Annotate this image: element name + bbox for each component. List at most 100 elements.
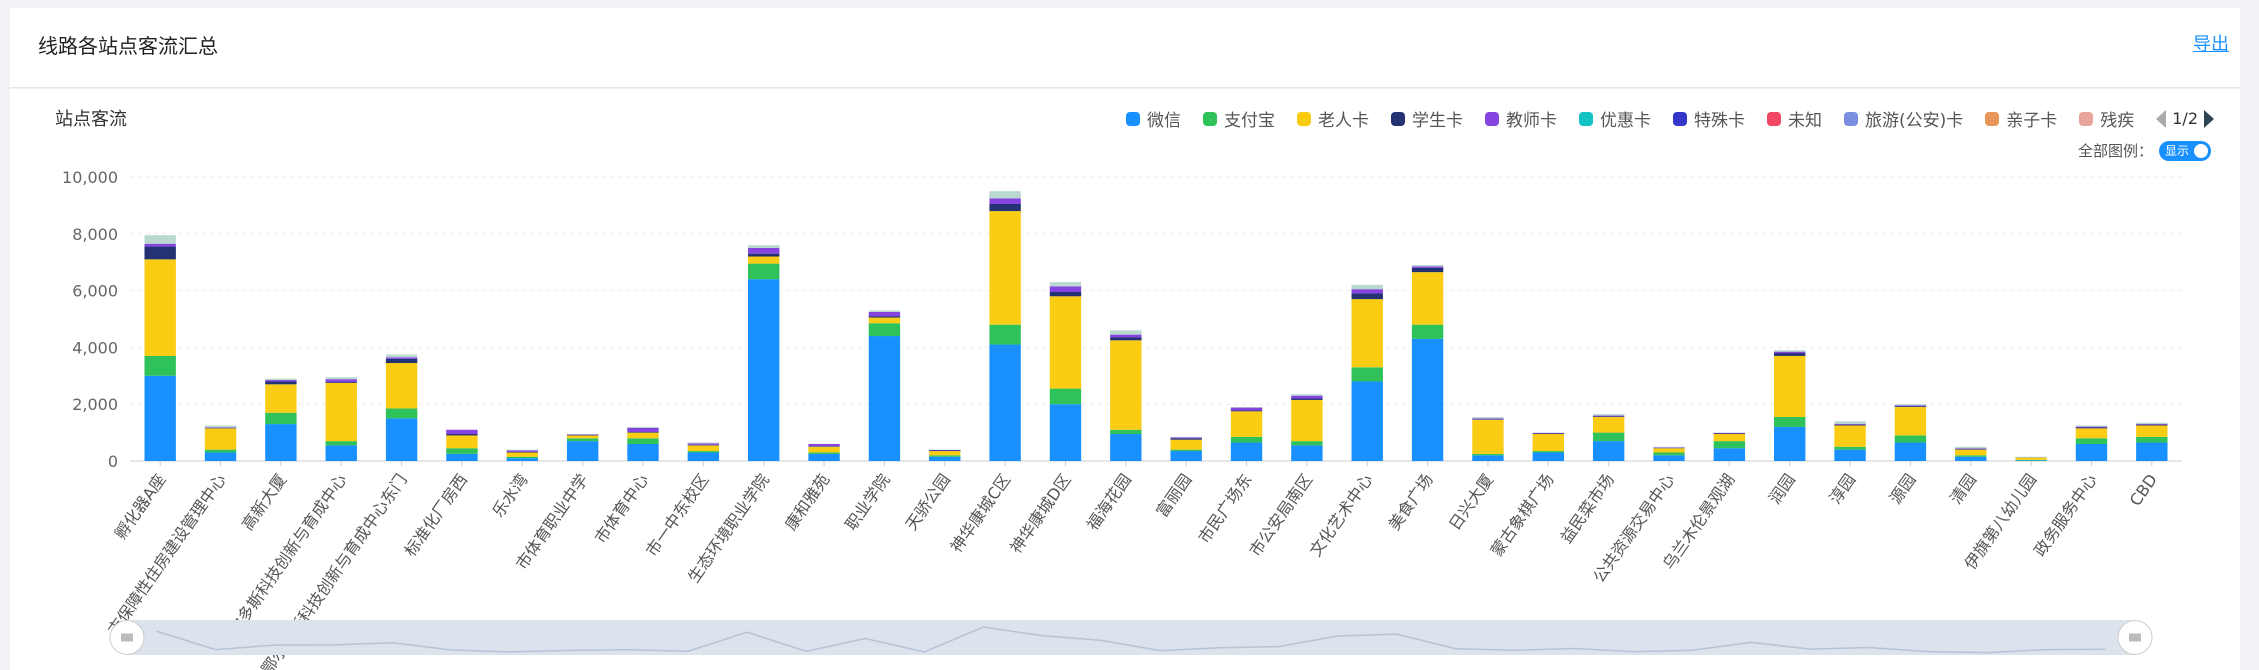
bar-segment[interactable] — [2136, 423, 2168, 425]
bar-segment[interactable] — [1955, 455, 1987, 457]
bar-segment[interactable] — [2015, 459, 2047, 461]
bar-segment[interactable] — [989, 198, 1021, 204]
bar-segment[interactable] — [1472, 419, 1504, 420]
bar-segment[interactable] — [1834, 446, 1866, 450]
bar-segment[interactable] — [687, 452, 720, 461]
bar-segment[interactable] — [446, 429, 478, 435]
bar-segment[interactable] — [1713, 434, 1746, 442]
bar-segment[interactable] — [1532, 433, 1564, 435]
bar-segment[interactable] — [1955, 449, 1987, 450]
bar-segment[interactable] — [144, 246, 176, 260]
bar-segment[interactable] — [2015, 457, 2047, 460]
bar-segment[interactable] — [1291, 399, 1323, 442]
bar-segment[interactable] — [204, 428, 237, 450]
bar-segment[interactable] — [1774, 351, 1806, 354]
bar-segment[interactable] — [1713, 448, 1746, 461]
bar-segment[interactable] — [2136, 442, 2168, 461]
bar-segment[interactable] — [1774, 355, 1806, 417]
bar-segment[interactable] — [1955, 449, 1987, 456]
bar-segment[interactable] — [325, 377, 357, 380]
bar-segment[interactable] — [506, 458, 538, 461]
bar-segment[interactable] — [929, 450, 961, 452]
bar-segment[interactable] — [566, 438, 599, 442]
bar-segment[interactable] — [204, 449, 237, 453]
bar-segment[interactable] — [566, 434, 599, 435]
bar-segment[interactable] — [1592, 441, 1625, 461]
bar-segment[interactable] — [1592, 415, 1625, 417]
bar-segment[interactable] — [1110, 334, 1142, 338]
bar-segment[interactable] — [1653, 446, 1685, 448]
legend-item[interactable]: 支付宝 — [1202, 106, 1275, 131]
bar-segment[interactable] — [506, 449, 538, 451]
bar-segment[interactable] — [929, 449, 961, 451]
bar-segment[interactable] — [1170, 451, 1202, 461]
bar-segment[interactable] — [1049, 404, 1082, 461]
bar-segment[interactable] — [868, 310, 901, 312]
bar-segment[interactable] — [1472, 453, 1504, 456]
bar-segment[interactable] — [2136, 422, 2168, 424]
bar-segment[interactable] — [506, 451, 538, 453]
bar-segment[interactable] — [868, 317, 901, 324]
bar-segment[interactable] — [1894, 435, 1927, 443]
bar-segment[interactable] — [808, 446, 840, 447]
bar-segment[interactable] — [144, 375, 176, 461]
bar-segment[interactable] — [1713, 432, 1746, 434]
bar-segment[interactable] — [144, 243, 176, 247]
bar-segment[interactable] — [385, 363, 418, 409]
bar-segment[interactable] — [1110, 429, 1142, 435]
bar-segment[interactable] — [1834, 449, 1866, 461]
bar-segment[interactable] — [1472, 416, 1504, 419]
bar-segment[interactable] — [687, 451, 720, 453]
bar-segment[interactable] — [385, 354, 418, 358]
export-link[interactable]: 导出 — [2193, 34, 2229, 55]
bar-segment[interactable] — [1955, 448, 1987, 450]
bar-segment[interactable] — [2015, 460, 2047, 461]
legend-item[interactable]: 教师卡 — [1484, 106, 1557, 131]
bar-segment[interactable] — [868, 311, 901, 317]
bar-segment[interactable] — [1170, 436, 1202, 438]
bar-segment[interactable] — [1653, 447, 1685, 448]
bar-segment[interactable] — [1351, 299, 1383, 368]
bar-segment[interactable] — [687, 443, 720, 445]
bar-segment[interactable] — [566, 441, 599, 461]
bar-segment[interactable] — [1110, 330, 1142, 335]
bar-segment[interactable] — [1049, 282, 1082, 287]
bar-segment[interactable] — [1834, 423, 1866, 425]
bar-segment[interactable] — [1532, 432, 1564, 434]
bar-segment[interactable] — [1351, 284, 1383, 290]
bar-segment[interactable] — [265, 381, 297, 385]
bar-segment[interactable] — [687, 445, 720, 452]
bar-segment[interactable] — [627, 432, 659, 433]
bar-segment[interactable] — [1834, 424, 1866, 426]
bar-segment[interactable] — [1230, 436, 1263, 443]
bar-segment[interactable] — [1592, 432, 1625, 442]
bar-segment[interactable] — [808, 453, 840, 461]
bar-segment[interactable] — [1110, 337, 1142, 341]
bar-segment[interactable] — [265, 380, 297, 382]
bar-segment[interactable] — [748, 263, 780, 280]
bar-segment[interactable] — [1411, 338, 1444, 461]
bar-segment[interactable] — [2075, 443, 2108, 461]
bar-segment[interactable] — [1411, 267, 1444, 273]
bar-segment[interactable] — [144, 235, 176, 244]
bar-segment[interactable] — [1170, 438, 1202, 440]
legend-toggle[interactable]: 显示 — [2159, 140, 2211, 161]
bar-segment[interactable] — [265, 412, 297, 425]
bar-segment[interactable] — [446, 453, 478, 461]
bar-segment[interactable] — [566, 434, 599, 436]
bar-segment[interactable] — [1713, 441, 1746, 449]
bar-segment[interactable] — [1774, 426, 1806, 461]
bar-segment[interactable] — [989, 211, 1021, 325]
bar-segment[interactable] — [1472, 455, 1504, 461]
bar-segment[interactable] — [1532, 451, 1564, 453]
bar-segment[interactable] — [1170, 437, 1202, 439]
bar-segment[interactable] — [265, 384, 297, 413]
bar-segment[interactable] — [1049, 286, 1082, 293]
bar-segment[interactable] — [144, 259, 176, 356]
bar-segment[interactable] — [446, 435, 478, 449]
legend-item[interactable]: 优惠卡 — [1578, 106, 1651, 131]
bar-segment[interactable] — [748, 256, 780, 264]
bar-segment[interactable] — [1110, 340, 1142, 430]
bar-segment[interactable] — [1351, 293, 1383, 300]
bar-segment[interactable] — [1170, 449, 1202, 452]
